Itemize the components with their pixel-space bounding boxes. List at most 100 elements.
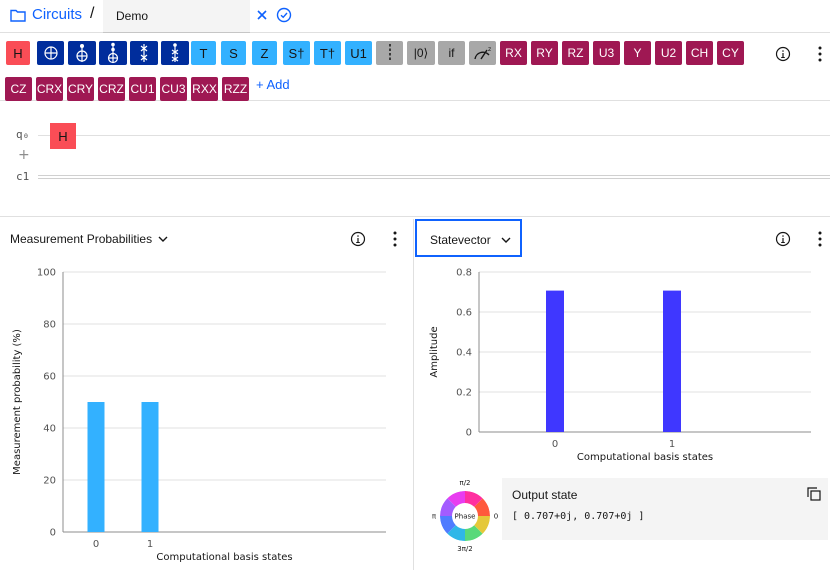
statevector-panel: Statevector 0 0.2 0.4 0.6 0.8 0 1 Computational… [415,219,830,570]
output-state-title: Output state [512,488,578,502]
circuit-editor[interactable]: q₀ + c1 H [0,103,830,217]
bar-1 [663,290,681,432]
not-gate-icon [43,45,59,61]
gate-t-button[interactable]: T [191,41,216,65]
y-tick-label: 0.4 [456,348,472,359]
gate-rzz-button[interactable]: RZZ [222,77,249,101]
gate-crz-button[interactable]: CRZ [98,77,125,101]
placed-h-gate[interactable]: H [50,123,76,149]
info-icon[interactable] [775,46,791,62]
toffoli-gate-button[interactable] [99,41,127,65]
x-tick-label: 0 [552,439,558,450]
gate-rxx-button[interactable]: RXX [191,77,218,101]
gate-s-button[interactable]: S [221,41,246,65]
y-tick-label: 40 [43,424,56,435]
not-gate-button[interactable] [37,41,64,65]
gate-0-button[interactable]: |0⟩ [407,41,435,65]
circuit-name-value: Demo [116,9,149,23]
toffoli-gate-icon [105,42,121,64]
barrier-icon [388,43,392,63]
swap-gate-icon [136,42,152,64]
gate-u1-button[interactable]: U1 [345,41,372,65]
classical-wire-second-line [38,178,830,179]
fredkin-gate-button[interactable] [161,41,189,65]
bar-0 [546,290,564,432]
confirm-rename-icon[interactable] [276,7,292,23]
gate-u3-button[interactable]: U3 [593,41,620,65]
x-axis-label: Computational basis states [577,452,713,463]
gate-s-button[interactable]: S† [283,41,310,65]
gate-rz-button[interactable]: RZ [562,41,589,65]
x-tick-label: 1 [147,539,153,550]
cancel-rename-icon[interactable] [254,7,270,23]
classical-register-label: c1 [16,170,30,183]
chevron-down-icon [501,237,511,243]
y-axis-label: Amplitude [429,326,440,377]
swap-gate-button[interactable] [130,41,158,65]
phase-top-label: π/2 [459,479,470,487]
output-state-value: [ 0.707+0j, 0.707+0j ] [512,511,645,522]
gate-y-button[interactable]: Y [624,41,651,65]
panel-title: Statevector [430,233,491,247]
overflow-menu-icon[interactable] [387,229,403,249]
y-tick-label: 60 [43,372,56,383]
y-tick-label: 0.2 [456,388,472,399]
y-axis-label: Measurement probability (%) [12,329,23,475]
breadcrumb-circuits[interactable]: Circuits [32,6,83,23]
copy-icon[interactable] [807,487,821,501]
y-tick-label: 0.8 [456,268,472,279]
info-icon[interactable] [350,231,366,247]
info-icon[interactable] [775,231,791,247]
x-axis-label: Computational basis states [156,552,292,563]
x-tick-label: 0 [93,539,99,550]
gate-ry-button[interactable]: RY [531,41,558,65]
gate-crx-button[interactable]: CRX [36,77,63,101]
overflow-menu-icon[interactable] [812,44,828,64]
circuit-name-input[interactable]: Demo [103,0,250,33]
gate-cry-button[interactable]: CRY [67,77,94,101]
gate-ch-button[interactable]: CH [686,41,713,65]
phase-label: Phase [455,513,476,521]
measure-icon: z [473,45,493,61]
gate-cz-button[interactable]: CZ [5,77,32,101]
add-qubit-button[interactable]: + [18,147,30,163]
gate-if-button[interactable]: if [438,41,465,65]
gate-z-button[interactable]: Z [252,41,277,65]
gate-cu3-button[interactable]: CU3 [160,77,187,101]
folder-icon [10,9,26,22]
breadcrumb-separator: / [90,5,95,22]
qubit-wire[interactable] [38,135,830,136]
output-state-box: Output state [ 0.707+0j, 0.707+0j ] [502,478,828,540]
phase-wheel-legend: Phase π/2 π 0 3π/2 [432,479,498,553]
barrier-button[interactable] [376,41,403,65]
y-tick-label: 0 [466,428,472,439]
classical-wire [38,175,830,176]
fredkin-gate-icon [167,42,183,64]
panel-title[interactable]: Measurement Probabilities [10,232,153,246]
header: Circuits / Demo [0,0,830,33]
statevector-chart: 0 0.2 0.4 0.6 0.8 0 1 Computational basis state… [429,268,811,463]
y-tick-label: 0 [50,528,56,539]
qubit-label: q₀ [16,128,30,141]
measure-button[interactable]: z [469,41,496,65]
bar-1 [141,402,159,532]
gate-cu1-button[interactable]: CU1 [129,77,156,101]
gate-palette: H T S Z S† T† U1 |0⟩ if z RX RY RZ U3 Y U2 CH CY CZ CRX CRY… [0,33,830,101]
gate-rx-button[interactable]: RX [500,41,527,65]
add-custom-gate-button[interactable]: + Add [256,77,290,92]
chevron-down-icon[interactable] [157,233,169,245]
overflow-menu-icon[interactable] [812,229,828,249]
cnot-gate-button[interactable] [68,41,96,65]
x-tick-label: 1 [669,439,675,450]
y-tick-label: 0.6 [456,308,472,319]
cnot-gate-icon [74,43,90,63]
bar-0 [87,402,105,532]
y-tick-label: 80 [43,320,56,331]
visualization-select[interactable]: Statevector [415,219,522,257]
gate-h-button[interactable]: H [6,41,30,65]
svg-text:z: z [488,46,491,53]
y-tick-label: 20 [43,476,56,487]
gate-u2-button[interactable]: U2 [655,41,682,65]
gate-cy-button[interactable]: CY [717,41,744,65]
gate-t-button[interactable]: T† [314,41,341,65]
